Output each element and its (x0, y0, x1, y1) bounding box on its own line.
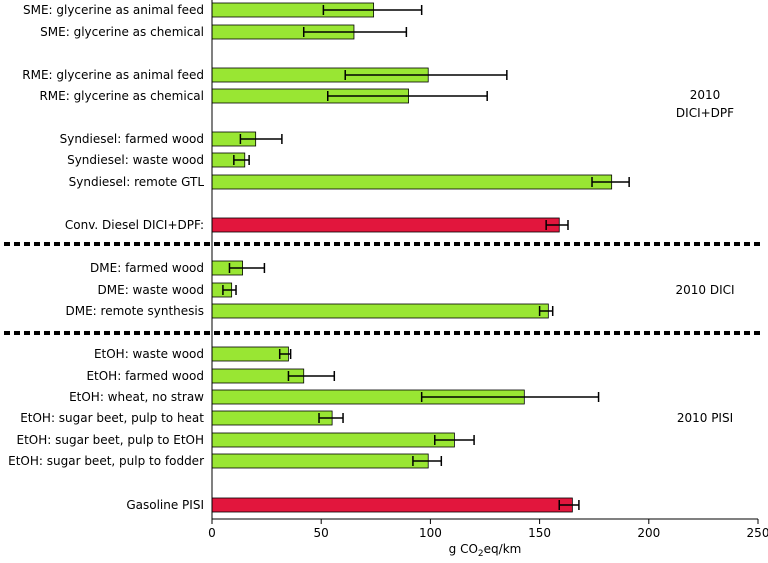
category-label: SME: glycerine as chemical (40, 25, 204, 39)
x-tick-label: 50 (314, 526, 329, 540)
bar (211, 453, 429, 469)
category-label: DME: remote synthesis (65, 304, 204, 318)
category-label: DME: waste wood (98, 283, 204, 297)
x-axis: 0 50 100 150 200 250 (208, 0, 768, 540)
x-axis-title: g CO2eq/km (449, 542, 522, 559)
category-label: Gasoline PISI (126, 498, 204, 512)
group-label: 2010 PISI (677, 411, 733, 425)
bar (211, 432, 455, 448)
bar (211, 346, 289, 362)
category-label: DME: farmed wood (90, 261, 204, 275)
bar (211, 410, 333, 426)
bars-layer (211, 2, 630, 513)
x-tick-label: 200 (637, 526, 660, 540)
category-label: Syndiesel: waste wood (67, 153, 204, 167)
x-tick-label: 150 (528, 526, 551, 540)
category-label: RME: glycerine as animal feed (22, 68, 204, 82)
x-tick-label: 0 (208, 526, 216, 540)
category-label: Syndiesel: farmed wood (60, 132, 204, 146)
group-separators (4, 242, 764, 335)
group-label: DICI+DPF (676, 106, 734, 120)
x-tick-label: 100 (419, 526, 442, 540)
category-label: EtOH: wheat, no straw (69, 390, 204, 404)
category-label: EtOH: sugar beet, pulp to EtOH (16, 433, 204, 447)
bar (211, 303, 549, 319)
category-label: SME: glycerine as animal feed (23, 3, 204, 17)
category-label: EtOH: farmed wood (86, 369, 204, 383)
bar (211, 174, 613, 190)
bar (211, 217, 560, 233)
category-label: EtOH: sugar beet, pulp to heat (20, 411, 204, 425)
category-label: EtOH: sugar beet, pulp to fodder (8, 454, 204, 468)
category-label: Conv. Diesel DICI+DPF: (65, 218, 204, 232)
category-label: Syndiesel: remote GTL (69, 175, 205, 189)
x-tick-label: 250 (747, 526, 768, 540)
group-labels: 2010 DICI+DPF 2010 DICI 2010 PISI (675, 88, 734, 425)
group-label: 2010 DICI (675, 283, 734, 297)
category-labels: SME: glycerine as animal feed SME: glycer… (8, 3, 204, 512)
category-label: EtOH: waste wood (94, 347, 204, 361)
bar (211, 497, 573, 513)
category-label: RME: glycerine as chemical (39, 89, 204, 103)
group-label: 2010 (690, 88, 721, 102)
